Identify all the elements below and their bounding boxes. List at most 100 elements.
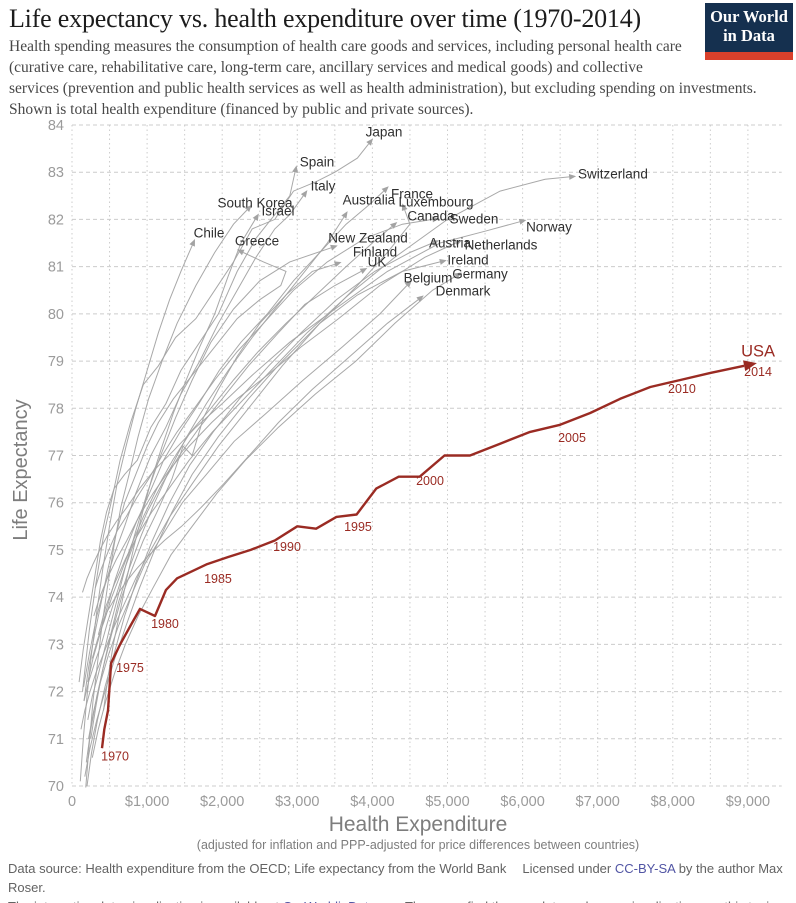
owid-logo-text: Our World in Data [705,3,793,52]
country-label-japan: Japan [366,125,403,140]
country-line-austria [86,242,433,787]
usa-year-label-2000: 2000 [416,474,444,488]
country-label-norway: Norway [526,219,572,234]
owid-logo-line1: Our World [710,7,788,26]
country-label-ireland: Ireland [447,253,488,268]
country-label-spain: Spain [300,154,335,169]
x-tick-label: 0 [68,794,76,810]
usa-year-label-1995: 1995 [344,520,372,534]
country-arrow-austria [431,240,439,246]
y-tick-label: 71 [48,732,64,748]
x-tick-label: $2,000 [200,794,244,810]
x-tick-label: $5,000 [425,794,469,810]
y-tick-label: 81 [48,260,64,276]
usa-year-label-2014: 2014 [744,365,772,379]
country-line-south-korea [85,209,248,788]
x-tick-label: $4,000 [350,794,394,810]
page-title: Life expectancy vs. health expenditure o… [9,4,641,33]
country-line-uk [83,270,362,702]
country-line-israel [103,219,256,711]
country-label-italy: Italy [311,178,336,193]
usa-label: USA [741,343,775,361]
x-tick-label: $7,000 [576,794,620,810]
country-arrow-netherlands [454,240,463,246]
y-tick-label: 76 [48,496,64,512]
y-tick-label: 82 [48,212,64,228]
x-axis-subtitle: (adjusted for inflation and PPP-adjusted… [197,838,639,852]
country-label-belgium: Belgium [404,270,453,285]
country-arrow-luxembourg [401,203,408,212]
license-suffix: by the author Max Roser. [8,861,783,895]
usa-year-label-1990: 1990 [273,540,301,554]
y-tick-label: 80 [48,307,64,323]
data-source-note: Data source: Health expenditure from the… [8,861,507,876]
country-line-switzerland [97,176,570,636]
country-label-australia: Australia [343,193,396,208]
country-arrow-canada [389,221,398,229]
footer-line-1: Data source: Health expenditure from the… [8,860,794,898]
y-tick-label: 72 [48,685,64,701]
country-label-canada: Canada [407,209,455,224]
cc-by-sa-link[interactable]: CC-BY-SA [614,861,676,876]
country-label-sweden: Sweden [450,211,499,226]
y-tick-label: 75 [48,543,64,559]
chart-subtitle: Health spending measures the consumption… [9,38,757,119]
usa-year-label-1980: 1980 [151,617,179,631]
country-label-new-zealand: New Zealand [328,230,408,245]
country-line-belgium [88,285,408,739]
usa-year-label-1970: 1970 [101,750,129,764]
country-arrow-new-zealand [330,244,338,251]
country-arrow-norway [518,218,527,225]
y-axis-title: Life Expectancy [10,399,32,540]
country-arrow-sweden [432,216,440,223]
country-label-france: France [391,186,433,201]
country-label-switzerland: Switzerland [578,167,648,182]
axis-titles: Life Expectancy Health Expenditure (adjust… [10,399,639,852]
country-arrow-germany [454,272,462,279]
country-arrow-israel [252,213,259,221]
chart-header: Our World in Data Life expectancy vs. he… [0,0,796,120]
x-axis-title: Health Expenditure [329,813,508,836]
country-arrow-finland [333,261,342,268]
country-label-finland: Finland [353,245,397,260]
country-label-chile: Chile [194,226,225,241]
owid-logo[interactable]: Our World in Data [705,3,793,60]
country-label-germany: Germany [452,267,508,282]
country-line-spain [78,172,296,683]
y-tick-label: 74 [48,590,64,606]
gridlines [71,124,782,787]
license-prefix: Licensed under [522,861,615,876]
country-arrow-denmark [416,295,424,303]
country-line-germany [91,275,457,758]
usa-year-label-1975: 1975 [116,661,144,675]
x-tick-label: $9,000 [726,794,770,810]
y-tick-label: 84 [48,118,64,134]
country-label-denmark: Denmark [436,284,491,299]
country-line-greece [83,252,287,702]
y-tick-label: 83 [48,165,64,181]
visualization-note-prefix: The interactive data visualization is av… [8,899,283,903]
y-tick-label: 70 [48,779,64,795]
usa-arrowhead [743,360,757,372]
country-arrow-uk [359,268,368,275]
x-tick-label: $1,000 [125,794,169,810]
country-label-luxembourg: Luxembourg [398,194,473,209]
country-arrow-france [381,186,389,194]
country-arrow-greece [236,249,245,256]
country-line-new-zealand [87,247,332,720]
country-label-austria: Austria [429,236,472,251]
country-label-israel: Israel [261,203,294,218]
y-tick-label: 78 [48,401,64,417]
x-tick-label: $3,000 [275,794,319,810]
x-tick-label: $6,000 [500,794,544,810]
usa-line [100,364,745,749]
country-line-denmark [100,299,419,631]
country-arrow-spain [292,165,298,173]
country-arrow-japan [366,138,374,146]
footer-line-2: The interactive data visualization is av… [8,898,794,903]
usa-trajectory: 1970 1975 1980 1985 1990 1995 2000 2005 2010 2014… [100,343,775,764]
country-trajectories [78,138,577,788]
